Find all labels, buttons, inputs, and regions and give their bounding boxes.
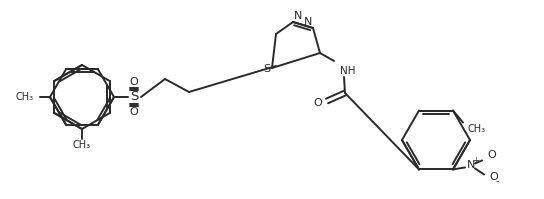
Text: S: S bbox=[130, 91, 138, 103]
Text: NH: NH bbox=[340, 66, 355, 76]
Text: O: O bbox=[489, 173, 498, 182]
Text: O: O bbox=[129, 77, 138, 87]
Text: O: O bbox=[487, 150, 496, 160]
Text: CH₃: CH₃ bbox=[16, 92, 34, 102]
Text: -: - bbox=[495, 177, 499, 186]
Text: +: + bbox=[473, 156, 479, 165]
Text: N: N bbox=[294, 11, 302, 21]
Text: S: S bbox=[263, 64, 270, 74]
Text: CH₃: CH₃ bbox=[467, 124, 485, 134]
Text: N: N bbox=[467, 160, 475, 171]
Text: O: O bbox=[313, 98, 322, 108]
Text: O: O bbox=[129, 107, 138, 117]
Text: N: N bbox=[304, 17, 312, 27]
Text: CH₃: CH₃ bbox=[73, 140, 91, 150]
